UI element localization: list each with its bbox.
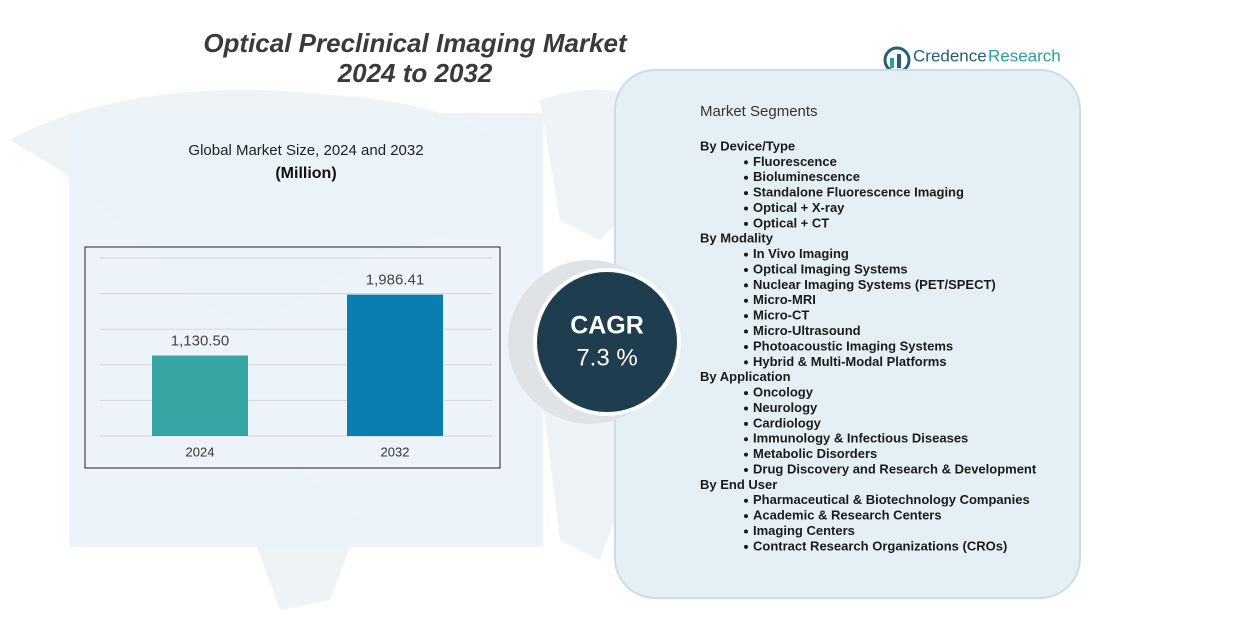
segment-item: Metabolic Disorders — [753, 446, 877, 461]
bullet — [744, 314, 748, 319]
bullet — [744, 406, 748, 411]
segment-group: By Application — [700, 369, 791, 384]
bullet — [744, 191, 748, 196]
chart-title: Global Market Size, 2024 and 2032 — [188, 142, 423, 159]
value-label: 1,986.41 — [366, 272, 424, 289]
segment-item: Micro-MRI — [753, 292, 816, 307]
bullet — [744, 268, 748, 273]
segment-item: Standalone Fluorescence Imaging — [753, 185, 964, 200]
title: Optical Preclinical Imaging Market — [203, 28, 628, 58]
segment-item: Optical + CT — [753, 215, 829, 230]
segment-item: Bioluminescence — [753, 169, 860, 184]
bullet — [744, 514, 748, 519]
bullet — [744, 206, 748, 211]
logo-icon-bar — [897, 54, 901, 68]
segment-item: Optical + X-ray — [753, 200, 845, 215]
bullet — [744, 421, 748, 426]
bullet — [744, 452, 748, 457]
chart-subtitle: (Million) — [275, 165, 336, 182]
logo-first: Credence — [913, 46, 987, 65]
segment-item: Nuclear Imaging Systems (PET/SPECT) — [753, 277, 996, 292]
plot-area: 1,130.50 2024 1,986.41 2032 — [100, 257, 492, 459]
logo: Credence Research — [883, 46, 1061, 74]
segment-item: Cardiology — [753, 415, 822, 430]
chart-frame — [84, 246, 501, 469]
segments-list: By Device/TypeFluorescenceBioluminescenc… — [700, 138, 1037, 553]
segment-item: Oncology — [753, 385, 814, 400]
segment-item: Photoacoustic Imaging Systems — [753, 338, 953, 353]
bullet — [744, 544, 748, 549]
bullet — [744, 391, 748, 396]
segment-item: Academic & Research Centers — [753, 508, 942, 523]
segment-group: By End User — [700, 477, 777, 492]
segment-item: Contract Research Organizations (CROs) — [753, 538, 1007, 553]
cagr-value: 7.3 % — [576, 344, 637, 371]
value-label: 1,130.50 — [171, 332, 229, 349]
segment-item: Optical Imaging Systems — [753, 261, 908, 276]
segment-item: In Vivo Imaging — [753, 246, 849, 261]
bullet — [744, 437, 748, 442]
bullet — [744, 160, 748, 165]
bullet — [744, 252, 748, 257]
segment-item: Fluorescence — [753, 154, 837, 169]
bullet — [744, 529, 748, 534]
segment-item: Micro-Ultrasound — [753, 323, 861, 338]
segment-group: By Modality — [700, 231, 774, 246]
segment-item: Hybrid & Multi-Modal Platforms — [753, 354, 947, 369]
subtitle: 2024 to 2032 — [337, 58, 493, 88]
bullet — [744, 283, 748, 288]
bullet — [744, 329, 748, 334]
bullet — [744, 221, 748, 226]
bullet — [744, 498, 748, 503]
segment-item: Micro-CT — [753, 308, 809, 323]
segment-item: Neurology — [753, 400, 818, 415]
left-panel — [69, 113, 543, 547]
cagr-badge — [533, 268, 681, 416]
bar — [347, 294, 443, 436]
cagr-label: CAGR — [570, 312, 644, 340]
bar — [152, 355, 248, 436]
segment-group: By Device/Type — [700, 138, 795, 153]
segment-item: Drug Discovery and Research & Developmen… — [753, 461, 1037, 476]
x-tick-label: 2024 — [186, 444, 215, 459]
segment-item: Pharmaceutical & Biotechnology Companies — [753, 492, 1030, 507]
bullet — [744, 298, 748, 303]
x-tick-label: 2032 — [381, 444, 410, 459]
segment-item: Immunology & Infectious Diseases — [753, 431, 968, 446]
logo-second: Research — [988, 46, 1061, 65]
segment-item: Imaging Centers — [753, 523, 855, 538]
bullet — [744, 175, 748, 180]
logo-icon-bar — [890, 58, 894, 68]
bullet — [744, 467, 748, 472]
segments-title: Market Segments — [700, 103, 818, 120]
bullet — [744, 344, 748, 349]
bullet — [744, 360, 748, 365]
